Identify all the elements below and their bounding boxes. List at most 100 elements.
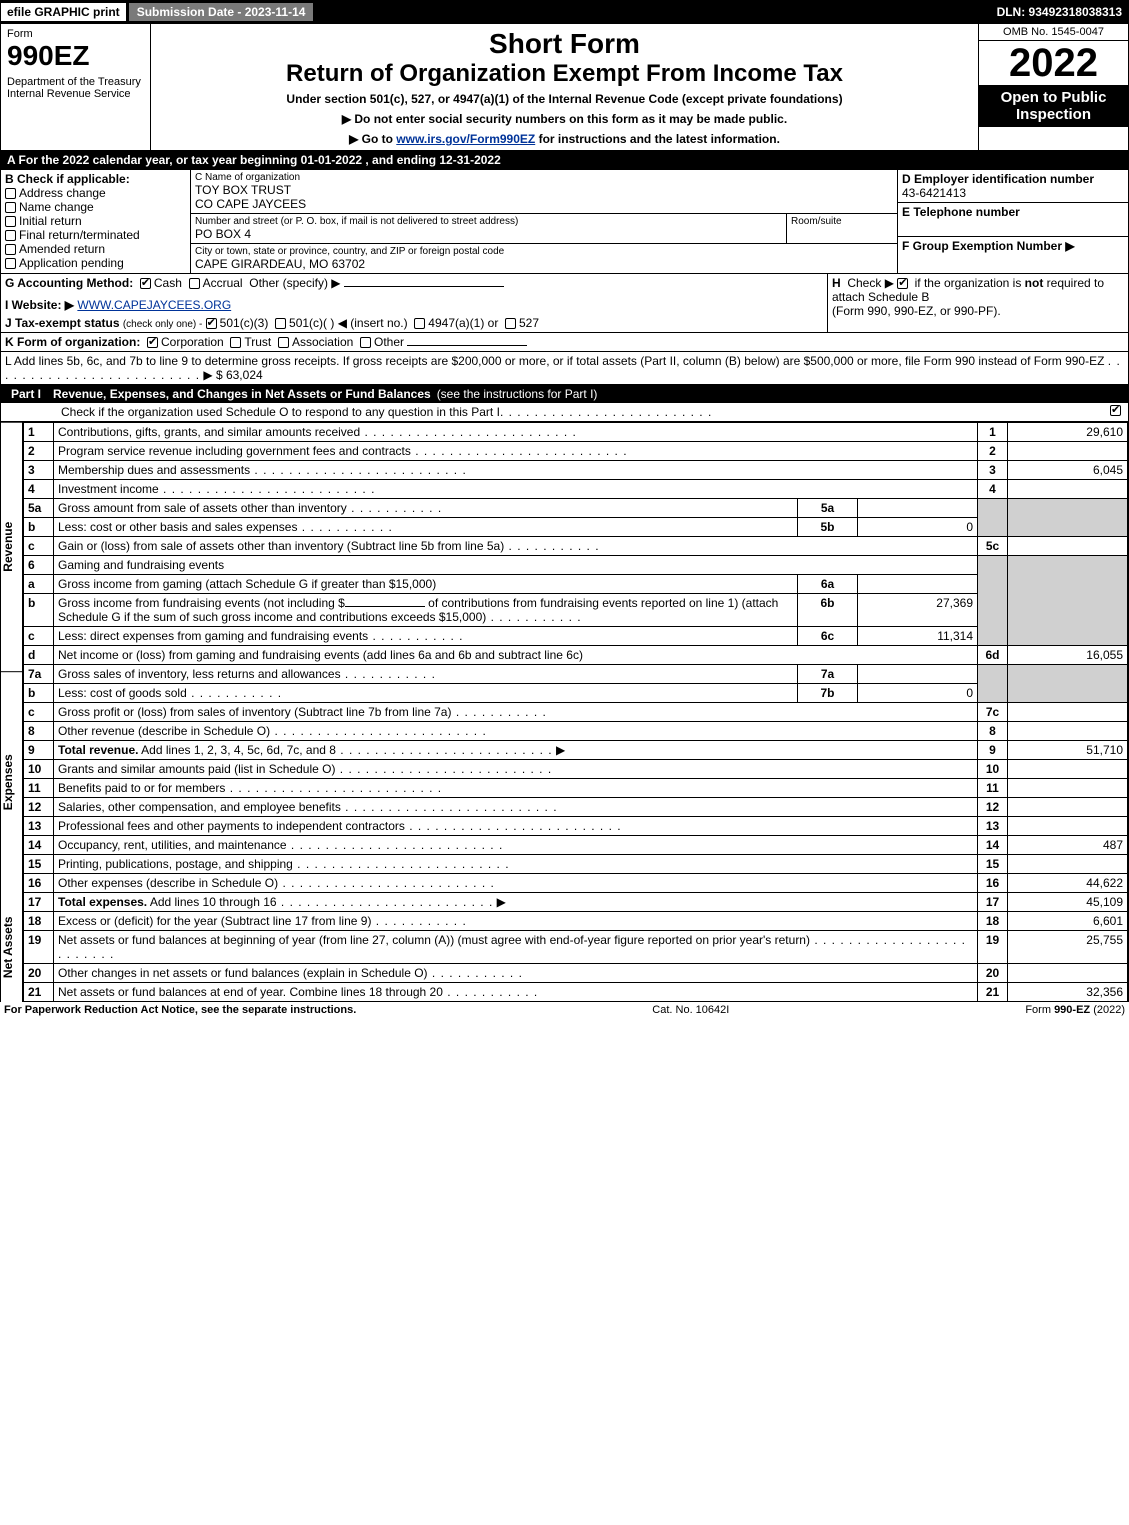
section-a: A For the 2022 calendar year, or tax yea… [0,151,1129,170]
j-501c-check [275,318,286,329]
line-15: 15Printing, publications, postage, and s… [24,855,1128,874]
h-check [897,278,908,289]
g-cash: Cash [154,276,182,290]
room-label: Room/suite [791,216,893,227]
lines-table: 1Contributions, gifts, grants, and simil… [23,422,1128,1002]
g-cash-check [140,278,151,289]
note-ssn: ▶ Do not enter social security numbers o… [159,112,970,126]
k-assoc-check [278,337,289,348]
h-check-pre: Check ▶ [847,276,894,290]
j-501c: 501(c)( ) ◀ (insert no.) [289,316,408,330]
line-5b: bLess: cost or other basis and sales exp… [24,518,1128,537]
line-6b: bGross income from fundraising events (n… [24,594,1128,627]
k-other: Other [374,335,404,349]
efile-label: efile GRAPHIC print [1,3,126,21]
city-label: City or town, state or province, country… [195,246,893,257]
f-label: F Group Exemption Number ▶ [902,239,1124,253]
footer-center: Cat. No. 10642I [652,1004,729,1016]
row-l: L Add lines 5b, 6c, and 7b to line 9 to … [0,352,1129,385]
line-1: 1Contributions, gifts, grants, and simil… [24,423,1128,442]
org-name1: TOY BOX TRUST [195,183,893,197]
k-corp-check [147,337,158,348]
line-21: 21Net assets or fund balances at end of … [24,983,1128,1002]
top-bar: efile GRAPHIC print Submission Date - 20… [0,0,1129,24]
line-7a: 7aGross sales of inventory, less returns… [24,665,1128,684]
j-501c3-check [206,318,217,329]
b-pending: Application pending [5,256,186,270]
k-other-check [360,337,371,348]
part-i-schedule-o-check [1110,405,1121,416]
d-label: D Employer identification number [902,172,1124,186]
b-address: Address change [5,186,186,200]
short-form-title: Short Form [159,28,970,60]
part-i-rest: (see the instructions for Part I) [437,387,598,401]
line-17: 17Total expenses. Add lines 10 through 1… [24,893,1128,912]
j-4947: 4947(a)(1) or [428,316,498,330]
line-8: 8Other revenue (describe in Schedule O)8 [24,722,1128,741]
return-title: Return of Organization Exempt From Incom… [159,60,970,88]
l-amt: $ 63,024 [216,368,263,382]
form-number: 990EZ [7,40,144,72]
org-name2: CO CAPE JAYCEES [195,197,893,211]
line-7c: cGross profit or (loss) from sales of in… [24,703,1128,722]
j-4947-check [414,318,425,329]
line-19: 19Net assets or fund balances at beginni… [24,931,1128,964]
submission-date: Submission Date - 2023-11-14 [128,2,315,22]
j-label: J Tax-exempt status [5,316,120,330]
part-i-label: Part I [7,387,45,401]
k-corp: Corporation [161,335,224,349]
c-name-label: C Name of organization [195,172,893,183]
line-6c: cLess: direct expenses from gaming and f… [24,627,1128,646]
omb-number: OMB No. 1545-0047 [979,24,1128,41]
lines-container: Revenue Expenses Net Assets 1Contributio… [0,422,1129,1002]
goto-pre: ▶ Go to [349,132,396,146]
footer: For Paperwork Reduction Act Notice, see … [0,1002,1129,1018]
k-label: K Form of organization: [5,335,140,349]
line-16: 16Other expenses (describe in Schedule O… [24,874,1128,893]
b-initial: Initial return [5,214,186,228]
tax-year: 2022 [979,41,1128,85]
k-trust: Trust [244,335,271,349]
e-label: E Telephone number [902,205,1124,219]
line-6d: dNet income or (loss) from gaming and fu… [24,646,1128,665]
line-4: 4Investment income4 [24,480,1128,499]
row-bcdef: B Check if applicable: Address change Na… [0,170,1129,274]
dln: DLN: 93492318038313 [991,3,1128,21]
city: CAPE GIRARDEAU, MO 63702 [195,257,893,271]
open-to-public: Open to Public Inspection [979,85,1128,127]
line-5a: 5aGross amount from sale of assets other… [24,499,1128,518]
l-text: L Add lines 5b, 6c, and 7b to line 9 to … [5,354,1104,368]
g-label: G Accounting Method: [5,276,133,290]
line-9: 9Total revenue. Add lines 1, 2, 3, 4, 5c… [24,741,1128,760]
form-header: Form 990EZ Department of the Treasury In… [0,24,1129,151]
b-label: B Check if applicable: [5,172,186,186]
g-accrual: Accrual [203,276,243,290]
line-14: 14Occupancy, rent, utilities, and mainte… [24,836,1128,855]
row-k: K Form of organization: Corporation Trus… [0,333,1129,352]
line-11: 11Benefits paid to or for members11 [24,779,1128,798]
part-i-header-row: Part I Revenue, Expenses, and Changes in… [0,385,1129,422]
line-7b: bLess: cost of goods sold7b0 [24,684,1128,703]
j-501c3: 501(c)(3) [220,316,269,330]
section-revenue: Revenue [1,422,22,671]
footer-right: Form 990-EZ (2022) [1025,1004,1125,1016]
street: PO BOX 4 [195,227,782,241]
h-label: H [832,276,841,290]
ein: 43-6421413 [902,186,1124,200]
goto-post: for instructions and the latest informat… [535,132,780,146]
h-txt3: (Form 990, 990-EZ, or 990-PF). [832,304,1001,318]
g-accrual-check [189,278,200,289]
j-527-check [505,318,516,329]
street-label: Number and street (or P. O. box, if mail… [195,216,782,227]
g-other: Other (specify) ▶ [249,276,340,290]
form-label: Form [7,28,144,40]
website-link[interactable]: WWW.CAPEJAYCEES.ORG [77,298,231,312]
k-trust-check [230,337,241,348]
part-i-check-text: Check if the organization used Schedule … [61,405,500,419]
l-arrow: ▶ [203,368,212,382]
irs-link[interactable]: www.irs.gov/Form990EZ [396,132,535,146]
b-amended: Amended return [5,242,186,256]
b-name: Name change [5,200,186,214]
i-label: I Website: ▶ [5,298,74,312]
section-expenses: Expenses [1,671,22,892]
